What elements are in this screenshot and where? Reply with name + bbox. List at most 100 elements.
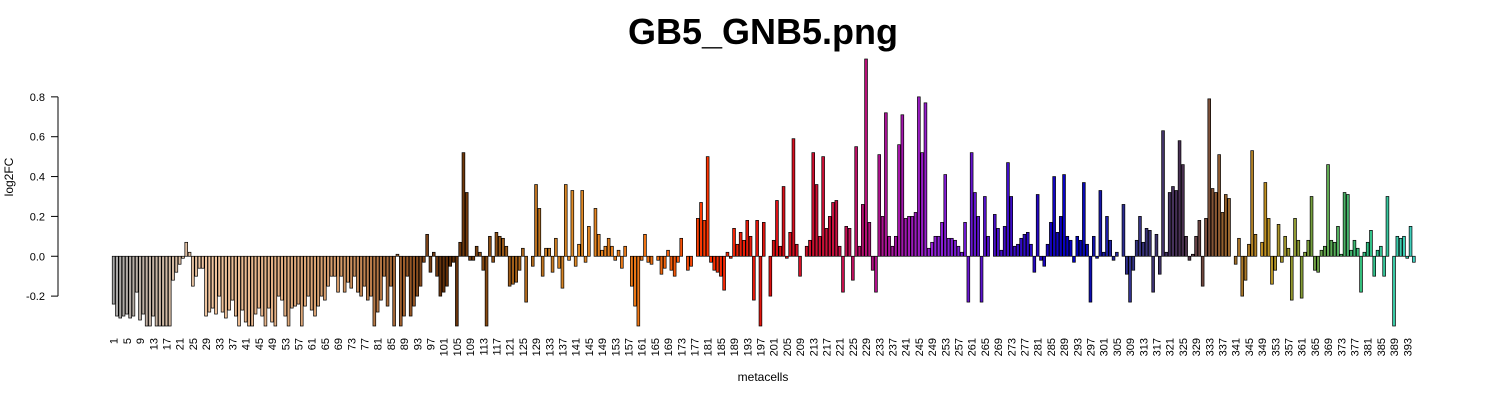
- x-tick-label: 273: [1006, 338, 1018, 356]
- bar: [369, 255, 373, 297]
- bar: [1227, 198, 1231, 257]
- bar: [1336, 226, 1340, 257]
- x-tick-label: 233: [874, 338, 886, 356]
- x-tick-label: 201: [769, 338, 781, 356]
- bar: [1029, 243, 1033, 257]
- bar: [742, 239, 746, 257]
- bar: [920, 152, 924, 257]
- bar: [339, 255, 344, 277]
- bar: [1243, 255, 1248, 281]
- bar: [1289, 255, 1294, 301]
- bar: [662, 255, 667, 269]
- x-tick-label: 173: [676, 338, 688, 356]
- bar: [913, 212, 918, 257]
- bar: [293, 255, 297, 307]
- bar: [798, 255, 802, 277]
- bar: [676, 255, 680, 263]
- bar: [1214, 192, 1218, 257]
- bar: [389, 255, 393, 287]
- bar: [1326, 164, 1330, 257]
- bar: [329, 255, 334, 277]
- x-tick-label: 217: [821, 338, 833, 356]
- bar: [474, 245, 479, 257]
- y-tick-label: 0.2: [30, 211, 45, 223]
- bar: [1342, 192, 1347, 257]
- bar: [1260, 241, 1264, 257]
- bar: [375, 255, 380, 313]
- bar: [1058, 216, 1063, 257]
- bar: [616, 249, 621, 257]
- bar: [138, 255, 142, 321]
- bar: [1128, 255, 1132, 303]
- bar: [158, 255, 162, 327]
- bar: [455, 255, 459, 327]
- bar: [785, 255, 789, 259]
- x-tick-label: 197: [755, 338, 767, 356]
- bar: [422, 255, 426, 263]
- bar: [550, 255, 555, 273]
- bar: [620, 255, 624, 269]
- x-tick-label: 137: [557, 338, 569, 356]
- bar: [224, 255, 228, 319]
- bar: [554, 237, 558, 257]
- bar: [1184, 235, 1188, 257]
- bar: [1398, 237, 1403, 257]
- bar: [893, 235, 898, 257]
- bar: [857, 245, 862, 257]
- bar: [177, 255, 182, 265]
- bar: [1181, 164, 1185, 257]
- bar: [1319, 249, 1324, 257]
- bar: [1322, 245, 1327, 257]
- x-tick-label: 105: [452, 338, 464, 356]
- bar: [587, 226, 591, 257]
- x-tick-label: 153: [610, 338, 622, 356]
- bar: [890, 245, 895, 257]
- bar: [1151, 255, 1155, 293]
- x-tick-label: 341: [1231, 338, 1243, 356]
- bar: [1293, 218, 1297, 257]
- bar: [1296, 239, 1301, 257]
- bar: [705, 156, 710, 257]
- bar: [791, 138, 796, 257]
- bar: [715, 255, 720, 273]
- x-tick-label: 25: [188, 338, 200, 350]
- bar: [1022, 233, 1027, 257]
- bar: [1095, 255, 1099, 259]
- bar: [323, 255, 327, 301]
- bar: [841, 255, 845, 293]
- x-tick-label: 97: [425, 338, 437, 350]
- bar: [141, 255, 146, 315]
- bar: [1332, 241, 1337, 257]
- bar: [428, 255, 433, 273]
- x-tick-label: 109: [465, 338, 477, 356]
- bar: [342, 255, 347, 293]
- bar: [191, 255, 195, 287]
- x-tick-label: 81: [373, 338, 385, 350]
- bar: [583, 255, 588, 263]
- bar: [326, 255, 330, 287]
- bar: [1148, 230, 1152, 257]
- bar: [973, 192, 977, 257]
- bar: [267, 255, 271, 309]
- x-tick-label: 361: [1297, 338, 1309, 356]
- bar: [504, 245, 509, 257]
- x-tick-label: 349: [1257, 338, 1269, 356]
- bar: [111, 255, 116, 305]
- bar: [1339, 253, 1343, 257]
- x-tick-label: 261: [967, 338, 979, 356]
- x-tick-label: 65: [320, 338, 332, 350]
- bar: [1016, 243, 1020, 257]
- bar: [557, 255, 561, 269]
- bar: [194, 255, 198, 277]
- bar: [880, 216, 885, 257]
- bar: [408, 255, 413, 317]
- x-tick-label: 181: [703, 338, 715, 356]
- x-tick-label: 229: [861, 338, 873, 356]
- bar: [135, 255, 139, 293]
- bar: [1111, 255, 1116, 261]
- bar: [1177, 140, 1182, 257]
- bar: [722, 255, 726, 291]
- bar: [1372, 255, 1376, 277]
- bar: [1395, 235, 1400, 257]
- bar: [943, 174, 947, 257]
